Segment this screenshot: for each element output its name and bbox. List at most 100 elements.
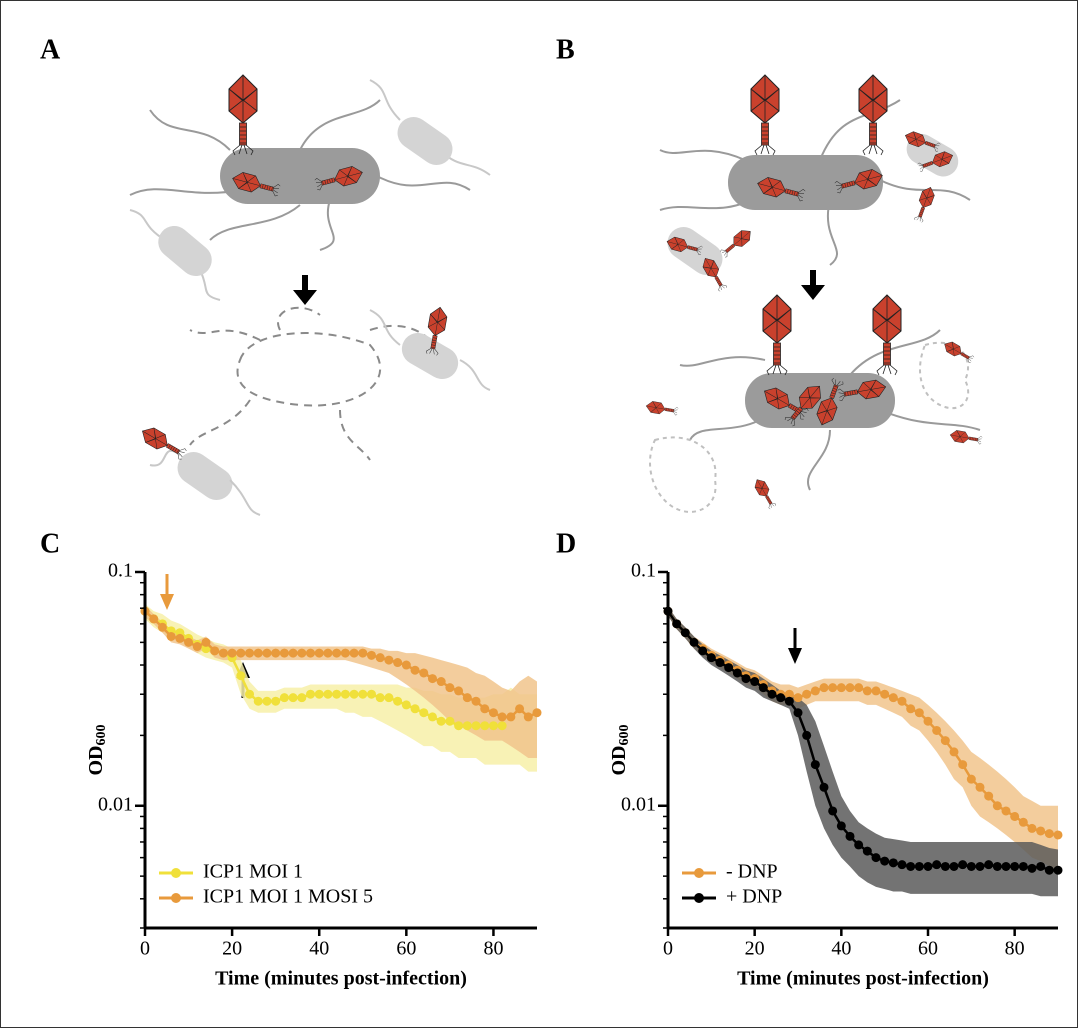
data-point	[201, 644, 211, 654]
data-point	[784, 689, 794, 699]
x-tick-label: 40	[831, 938, 851, 960]
data-point	[732, 668, 742, 678]
data-point	[306, 648, 316, 658]
data-point	[706, 653, 716, 663]
data-point	[750, 677, 760, 687]
data-point	[349, 689, 359, 699]
data-point	[1010, 861, 1020, 871]
data-point	[480, 704, 490, 714]
data-point	[862, 846, 872, 856]
data-point	[401, 700, 411, 710]
x-tick-label: 20	[222, 938, 242, 960]
data-point	[497, 712, 507, 722]
data-point	[854, 840, 864, 850]
x-tick-label: 20	[745, 938, 765, 960]
legend-label: - DNP	[726, 861, 778, 883]
data-point	[384, 655, 394, 665]
data-point	[923, 716, 933, 726]
data-point	[992, 801, 1002, 811]
y-tick-label: 0.1	[108, 560, 133, 582]
data-point	[810, 686, 820, 696]
data-point	[175, 633, 185, 643]
data-point	[340, 648, 350, 658]
x-axis-label: Time (minutes post-infection)	[215, 968, 467, 990]
data-point	[906, 861, 916, 871]
data-point	[845, 683, 855, 693]
x-tick-label: 60	[918, 938, 938, 960]
data-point	[784, 696, 794, 706]
data-point	[480, 721, 490, 731]
data-point	[888, 693, 898, 703]
data-point	[819, 683, 829, 693]
data-point	[689, 637, 699, 647]
data-point	[793, 708, 803, 718]
data-point	[323, 648, 333, 658]
data-point	[358, 648, 368, 658]
data-point	[384, 693, 394, 703]
data-point	[192, 642, 202, 652]
data-point	[279, 693, 289, 703]
data-point	[1053, 830, 1063, 840]
data-point	[166, 631, 176, 641]
y-label-text: OD	[608, 746, 630, 776]
y-tick-label: 0.1	[631, 560, 656, 582]
data-point	[1001, 861, 1011, 871]
data-point	[854, 683, 864, 693]
data-point	[776, 693, 786, 703]
data-point	[515, 704, 525, 714]
legend-label: ICP1 MOI 1 MOSI 5	[203, 886, 373, 908]
data-point	[497, 721, 507, 731]
y-tick-label: 0.01	[621, 793, 656, 815]
y-label-subscript: 600	[94, 725, 109, 746]
data-point	[218, 648, 228, 658]
data-point	[810, 760, 820, 770]
data-point	[888, 858, 898, 868]
data-point	[401, 660, 411, 670]
data-point	[897, 860, 907, 870]
data-point	[279, 648, 289, 658]
data-point	[436, 716, 446, 726]
data-point	[471, 721, 481, 731]
data-point	[419, 668, 429, 678]
data-point	[306, 689, 316, 699]
data-point	[201, 637, 211, 647]
data-point	[906, 704, 916, 714]
x-tick-label: 80	[483, 938, 503, 960]
data-point	[914, 708, 924, 718]
y-label-subscript: 600	[617, 725, 632, 746]
panel-label: A	[40, 34, 61, 65]
data-point	[366, 650, 376, 660]
data-point	[236, 671, 246, 681]
data-point	[828, 806, 838, 816]
data-point	[958, 860, 968, 870]
data-point	[975, 782, 985, 792]
data-point	[1036, 861, 1046, 871]
data-point	[532, 708, 542, 718]
data-point	[793, 693, 803, 703]
data-point	[358, 689, 368, 699]
x-tick-label: 0	[140, 938, 150, 960]
data-point	[984, 860, 994, 870]
diagram-b	[649, 99, 981, 513]
data-point	[1027, 823, 1037, 833]
data-point	[923, 861, 933, 871]
data-point	[1001, 806, 1011, 816]
x-tick-label: 40	[309, 938, 329, 960]
data-point	[253, 696, 263, 706]
data-point	[410, 704, 420, 714]
data-point	[184, 637, 194, 647]
x-tick-label: 0	[663, 938, 673, 960]
data-point	[375, 653, 385, 663]
panel-label: D	[556, 528, 576, 559]
y-axis-label: OD600	[608, 725, 633, 776]
data-point	[992, 861, 1002, 871]
data-point	[314, 689, 324, 699]
data-point	[975, 861, 985, 871]
panel-label: C	[40, 528, 60, 559]
legend-swatch	[171, 868, 181, 878]
data-point	[288, 693, 298, 703]
data-point	[523, 712, 533, 722]
data-point	[897, 696, 907, 706]
data-point	[1044, 865, 1054, 875]
